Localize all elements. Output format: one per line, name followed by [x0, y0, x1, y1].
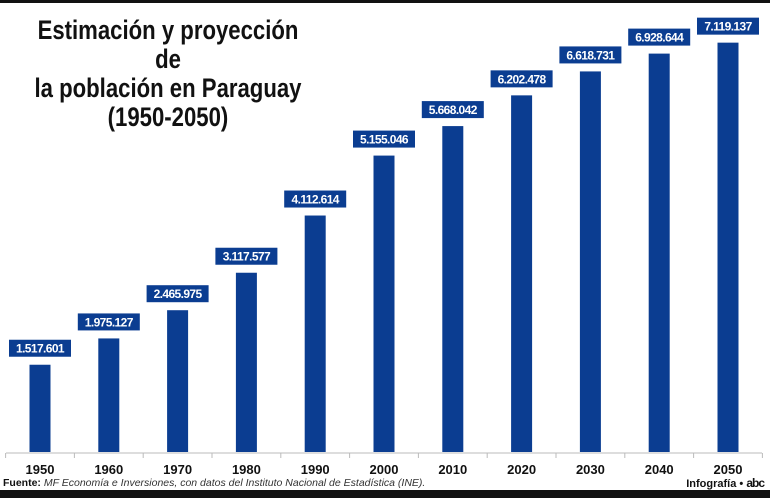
x-tick-label: 1980	[232, 462, 261, 477]
data-label: 5.155.046	[360, 133, 409, 147]
x-tick-label: 2000	[370, 462, 399, 477]
data-label-box	[215, 247, 278, 265]
x-tick-label: 2040	[645, 462, 674, 477]
data-label: 6.618.731	[566, 48, 615, 62]
data-label-box	[697, 17, 759, 35]
chart-title: Estimación y proyección de la población …	[34, 15, 302, 132]
data-label: 5.668.042	[429, 103, 478, 117]
data-label-box	[421, 101, 484, 119]
data-label: 2.465.975	[154, 287, 203, 301]
bar-2000	[373, 155, 395, 453]
data-label-box	[9, 339, 71, 357]
data-label-box	[353, 130, 415, 148]
bar-2030	[579, 71, 601, 452]
data-label: 1.517.601	[16, 342, 65, 356]
data-label: 3.117.577	[223, 250, 271, 264]
bar-2020	[511, 95, 533, 452]
x-tick-label: 1990	[301, 462, 330, 477]
bar-2050	[717, 42, 739, 452]
bar-2010	[442, 126, 464, 452]
source-prefix: Fuente:	[3, 477, 41, 489]
data-label: 6.202.478	[498, 72, 547, 86]
data-label: 6.928.644	[635, 31, 684, 45]
credit: Infografía • abc	[686, 476, 765, 490]
data-label-box	[490, 70, 553, 88]
source-note: Fuente: MF Economía e Inversiones, con d…	[3, 477, 425, 489]
bar-2040	[648, 53, 670, 453]
bar-1950	[29, 364, 51, 452]
bar-1980	[235, 272, 257, 452]
bar-1990	[304, 215, 326, 452]
bar-1960	[98, 338, 120, 452]
data-label: 1.975.127	[85, 315, 134, 329]
data-label-box	[77, 313, 140, 331]
top-rule	[0, 0, 770, 3]
x-tick-label: 2030	[576, 462, 605, 477]
data-label-box	[559, 46, 622, 64]
bar-1970	[167, 310, 189, 452]
data-label-box	[284, 190, 347, 208]
x-tick-label: 1960	[94, 462, 123, 477]
data-label: 7.119.137	[704, 20, 752, 34]
bottom-bar	[0, 490, 770, 498]
abc-logo: abc	[746, 476, 765, 490]
x-tick-label: 2050	[714, 462, 743, 477]
data-label-box	[628, 28, 691, 46]
source-text: MF Economía e Inversiones, con datos del…	[43, 477, 426, 489]
x-tick-label: 1950	[26, 462, 55, 477]
x-tick-label: 2010	[438, 462, 467, 477]
x-tick-label: 1970	[163, 462, 192, 477]
x-tick-label: 2020	[507, 462, 536, 477]
data-label-box	[146, 285, 209, 303]
credit-text: Infografía •	[686, 478, 744, 490]
data-label: 4.112.614	[292, 193, 340, 207]
